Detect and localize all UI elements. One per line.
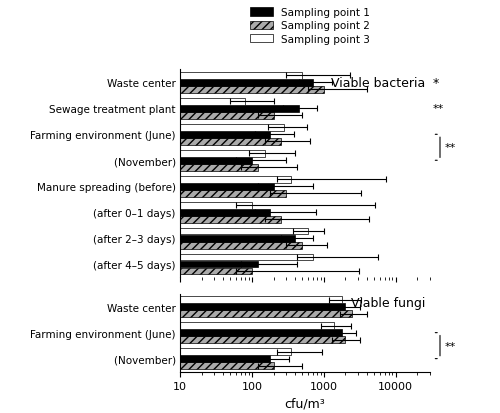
Text: **: **: [432, 104, 444, 114]
Bar: [180, 158, 252, 164]
Bar: [180, 139, 280, 145]
Bar: [180, 254, 312, 261]
Bar: [180, 151, 264, 157]
Bar: [180, 235, 295, 242]
Bar: [180, 80, 312, 86]
Bar: [180, 73, 302, 79]
Bar: [180, 106, 299, 112]
X-axis label: cfu/m³: cfu/m³: [284, 397, 326, 410]
Legend: Sampling point 1, Sampling point 2, Sampling point 3: Sampling point 1, Sampling point 2, Samp…: [247, 5, 373, 47]
Text: Viable bacteria: Viable bacteria: [331, 76, 425, 89]
Text: **: **: [445, 341, 456, 351]
Bar: [180, 87, 324, 93]
Bar: [180, 113, 274, 119]
Bar: [180, 268, 252, 275]
Bar: [180, 323, 334, 329]
Bar: [180, 164, 258, 171]
Bar: [180, 99, 245, 105]
Bar: [180, 202, 252, 209]
Bar: [180, 190, 286, 197]
Bar: [180, 216, 280, 223]
Bar: [180, 297, 342, 303]
Bar: [180, 349, 291, 355]
Bar: [180, 330, 342, 336]
Bar: [180, 261, 258, 268]
Text: Viable fungi: Viable fungi: [350, 296, 425, 309]
Bar: [180, 183, 274, 190]
Text: *: *: [432, 77, 439, 90]
Bar: [180, 311, 352, 317]
Bar: [180, 209, 270, 216]
Bar: [180, 356, 270, 362]
Bar: [180, 363, 274, 369]
Bar: [180, 176, 291, 183]
Bar: [180, 228, 308, 235]
Bar: [180, 125, 284, 131]
Bar: [180, 337, 346, 343]
Bar: [180, 132, 270, 138]
Bar: [180, 304, 346, 310]
Bar: [180, 242, 302, 249]
Text: **: **: [445, 143, 456, 153]
